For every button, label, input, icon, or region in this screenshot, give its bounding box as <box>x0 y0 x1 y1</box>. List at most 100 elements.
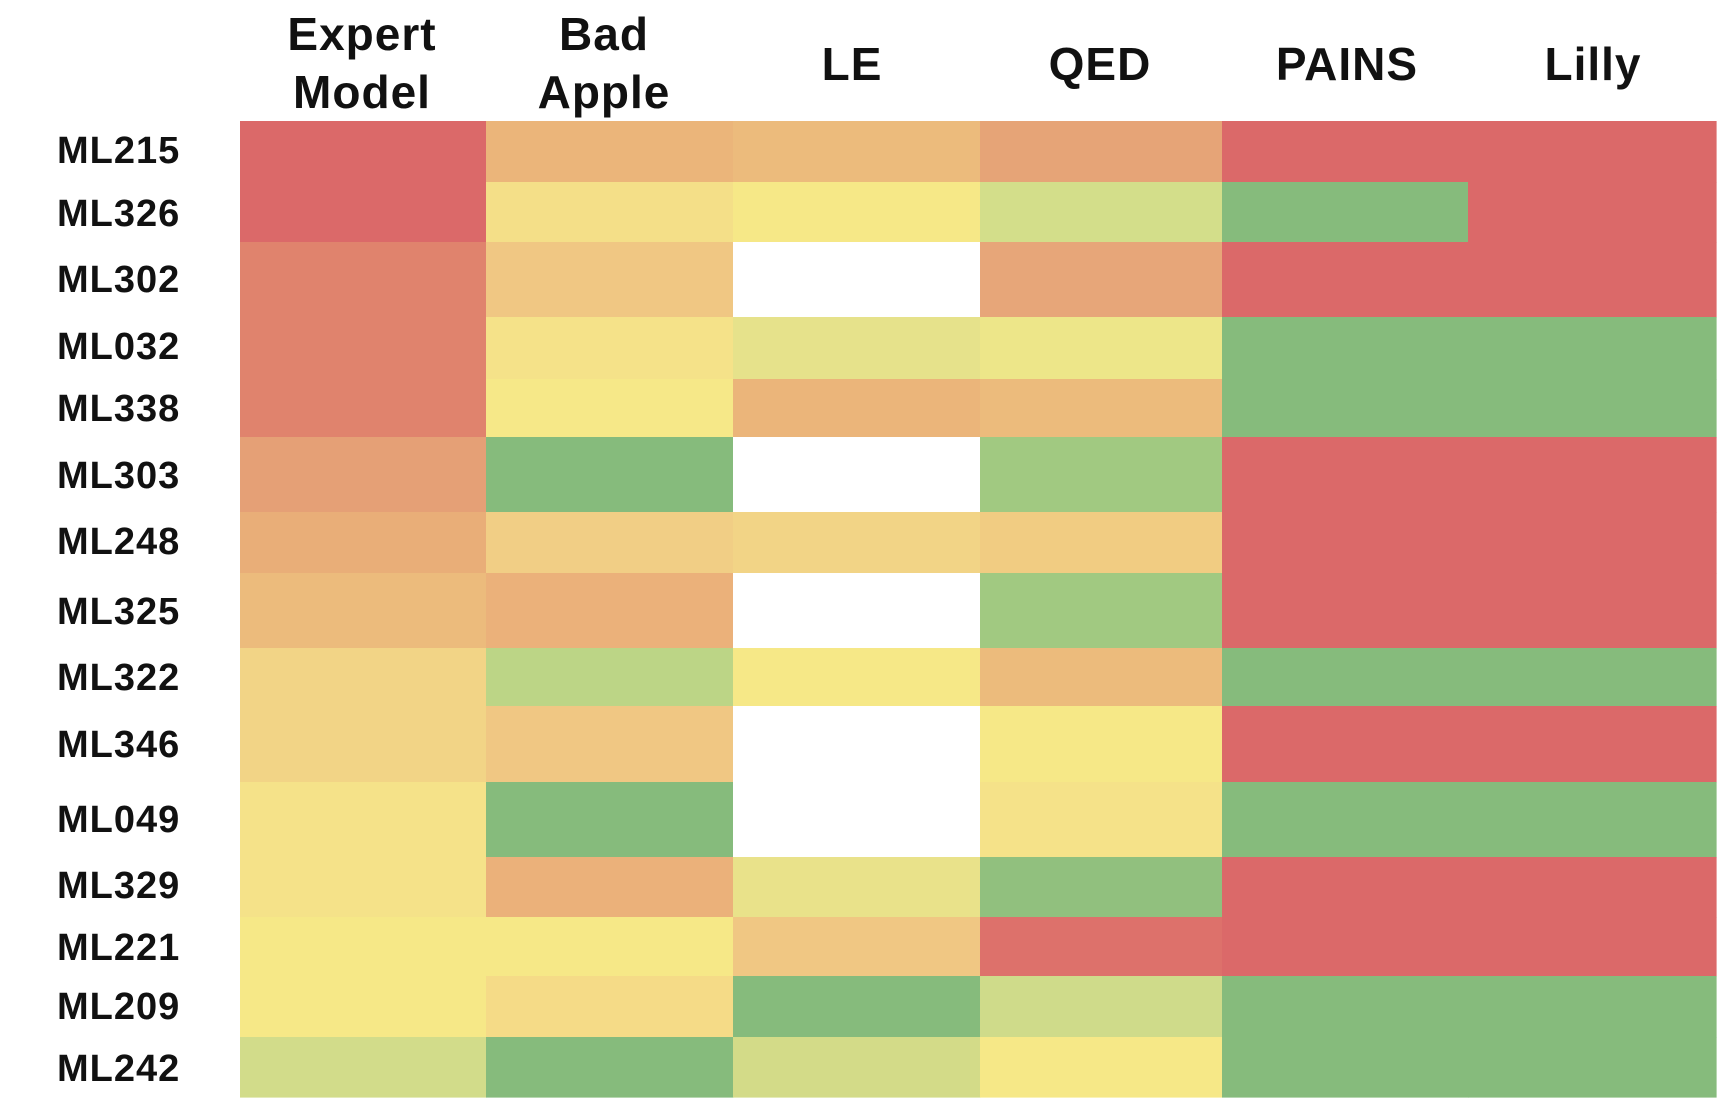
column-label-qed: QED <box>1049 38 1152 90</box>
row-label-ml248: ML248 <box>57 521 180 563</box>
heatmap-cell-ml326-col2 <box>486 182 734 243</box>
heatmap-cell-ml346-col1 <box>240 706 487 783</box>
heatmap-cell-ml326-col6 <box>1468 182 1717 243</box>
row-label-ml326: ML326 <box>57 193 180 235</box>
heatmap-cell-ml248-col1 <box>240 512 487 574</box>
row-label-ml049: ML049 <box>57 799 180 841</box>
heatmap-cell-ml248-col2 <box>486 512 734 574</box>
heatmap-cell-ml248-col4 <box>980 512 1223 574</box>
heatmap-cell-ml032-col2 <box>486 317 734 380</box>
heatmap-cell-ml215-col2 <box>486 121 734 183</box>
heatmap-cell-ml303-col3 <box>733 437 981 513</box>
heatmap-cell-ml303-col2 <box>486 437 734 513</box>
heatmap-cell-ml329-col4 <box>980 857 1223 918</box>
row-label-ml032: ML032 <box>57 326 180 368</box>
heatmap-cell-ml242-col5 <box>1222 1037 1469 1098</box>
row-label-ml242: ML242 <box>57 1048 180 1090</box>
heatmap-cell-ml338-col1 <box>240 379 487 438</box>
heatmap-cell-ml302-col1 <box>240 242 487 318</box>
row-label-ml346: ML346 <box>57 724 180 766</box>
heatmap-cell-ml221-col6 <box>1468 917 1717 977</box>
heatmap-cell-ml049-col5 <box>1222 782 1469 858</box>
heatmap-cell-ml325-col1 <box>240 573 487 649</box>
heatmap-cell-ml215-col1 <box>240 121 487 183</box>
heatmap-cell-ml346-col2 <box>486 706 734 783</box>
heatmap-cell-ml325-col5 <box>1222 573 1469 649</box>
heatmap-cell-ml329-col6 <box>1468 857 1717 918</box>
heatmap-cell-ml322-col6 <box>1468 648 1717 707</box>
heatmap-cell-ml242-col6 <box>1468 1037 1717 1098</box>
heatmap-cell-ml221-col3 <box>733 917 981 977</box>
heatmap-cell-ml215-col3 <box>733 121 981 183</box>
heatmap-cell-ml221-col5 <box>1222 917 1469 977</box>
heatmap-cell-ml049-col6 <box>1468 782 1717 858</box>
row-label-ml329: ML329 <box>57 865 180 907</box>
heatmap-cell-ml242-col3 <box>733 1037 981 1098</box>
row-label-ml215: ML215 <box>57 130 180 172</box>
heatmap-cell-ml303-col1 <box>240 437 487 513</box>
heatmap-cell-ml032-col1 <box>240 317 487 380</box>
heatmap-cell-ml329-col3 <box>733 857 981 918</box>
heatmap-cell-ml049-col4 <box>980 782 1223 858</box>
heatmap-cell-ml221-col2 <box>486 917 734 977</box>
heatmap-cell-ml302-col5 <box>1222 242 1469 318</box>
heatmap-cell-ml215-col4 <box>980 121 1223 183</box>
heatmap-cell-ml338-col2 <box>486 379 734 438</box>
heatmap-cell-ml242-col4 <box>980 1037 1223 1098</box>
heatmap-cell-ml302-col3 <box>733 242 981 318</box>
heatmap-cell-ml325-col3 <box>733 573 981 649</box>
heatmap-cell-ml302-col4 <box>980 242 1223 318</box>
heatmap-cell-ml346-col5 <box>1222 706 1469 783</box>
heatmap-cell-ml248-col3 <box>733 512 981 574</box>
column-label-pains: PAINS <box>1276 38 1418 90</box>
heatmap-cell-ml303-col4 <box>980 437 1223 513</box>
heatmap-cell-ml209-col1 <box>240 976 487 1038</box>
heatmap-cell-ml322-col1 <box>240 648 487 707</box>
heatmap-cell-ml346-col4 <box>980 706 1223 783</box>
heatmap-cell-ml326-col4 <box>980 182 1223 243</box>
heatmap-cell-ml303-col6 <box>1468 437 1717 513</box>
heatmap-cell-ml049-col3 <box>733 782 981 858</box>
row-label-ml338: ML338 <box>57 388 180 430</box>
heatmap-cell-ml248-col6 <box>1468 512 1717 574</box>
heatmap-cell-ml329-col2 <box>486 857 734 918</box>
heatmap-cell-ml215-col5 <box>1222 121 1469 183</box>
row-label-ml325: ML325 <box>57 591 180 633</box>
heatmap-cell-ml325-col4 <box>980 573 1223 649</box>
column-label-lilly: Lilly <box>1544 38 1641 90</box>
heatmap-cell-ml032-col3 <box>733 317 981 380</box>
heatmap-cell-ml209-col3 <box>733 976 981 1038</box>
heatmap-cell-ml329-col5 <box>1222 857 1469 918</box>
heatmap-cells <box>240 121 1717 1098</box>
column-labels: Expert Model Bad Apple LE QED PAINS Lilly <box>287 8 1641 118</box>
heatmap-cell-ml032-col6 <box>1468 317 1717 380</box>
heatmap-cell-ml326-col1 <box>240 182 487 243</box>
heatmap-cell-ml209-col4 <box>980 976 1223 1038</box>
heatmap-cell-ml329-col1 <box>240 857 487 918</box>
heatmap-cell-ml242-col1 <box>240 1037 487 1098</box>
heatmap-cell-ml346-col3 <box>733 706 981 783</box>
heatmap-cell-ml221-col4 <box>980 917 1223 977</box>
heatmap-cell-ml302-col6 <box>1468 242 1717 318</box>
heatmap-cell-ml303-col5 <box>1222 437 1469 513</box>
column-label-expert-model: Expert Model <box>287 8 436 118</box>
heatmap-cell-ml032-col4 <box>980 317 1223 380</box>
heatmap-cell-ml209-col6 <box>1468 976 1717 1038</box>
heatmap-cell-ml049-col1 <box>240 782 487 858</box>
heatmap-cell-ml326-col3 <box>733 182 981 243</box>
heatmap-cell-ml322-col5 <box>1222 648 1469 707</box>
row-label-ml302: ML302 <box>57 259 180 301</box>
heatmap-cell-ml248-col5 <box>1222 512 1469 574</box>
heatmap-cell-ml338-col5 <box>1222 379 1469 438</box>
column-label-le: LE <box>822 38 883 90</box>
heatmap-cell-ml338-col4 <box>980 379 1223 438</box>
heatmap-cell-ml325-col6 <box>1468 573 1717 649</box>
heatmap-cell-ml322-col3 <box>733 648 981 707</box>
row-label-ml303: ML303 <box>57 455 180 497</box>
heatmap-cell-ml215-col6 <box>1468 121 1717 183</box>
heatmap-cell-ml326-col5 <box>1222 182 1469 243</box>
heatmap-cell-ml322-col2 <box>486 648 734 707</box>
heatmap-cell-ml221-col1 <box>240 917 487 977</box>
heatmap-cell-ml302-col2 <box>486 242 734 318</box>
